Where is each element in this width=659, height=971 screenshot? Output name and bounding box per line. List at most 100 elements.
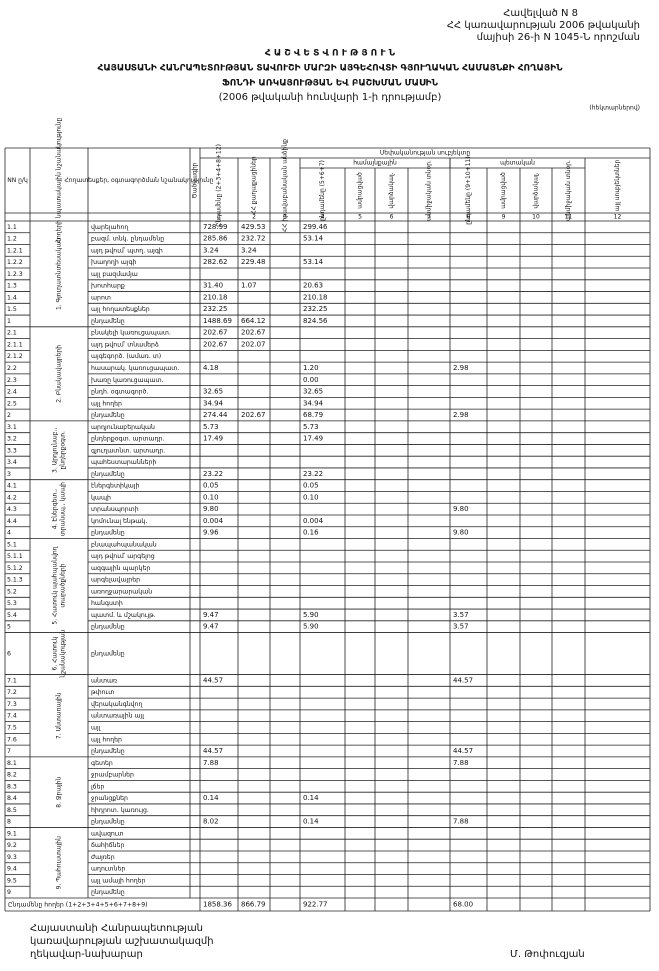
cell-value: 9.47 bbox=[203, 623, 219, 631]
row-name: ճահիճներ bbox=[91, 842, 124, 849]
cell-value: 1488.69 bbox=[203, 317, 232, 325]
row-name: այլ bbox=[91, 724, 101, 731]
row-number: 2.1 bbox=[7, 330, 17, 337]
row-name: ընդհ. օգտագործ. bbox=[91, 389, 148, 396]
row-name: լճեր bbox=[91, 783, 104, 790]
row-number: 5.1.3 bbox=[7, 577, 23, 584]
row-number: 3.4 bbox=[7, 459, 17, 466]
state-header: պետական bbox=[500, 160, 535, 167]
cell-value: 232.25 bbox=[303, 305, 328, 313]
row-name: այդ թվում՝ տնամերձ bbox=[91, 340, 159, 348]
row-number: 4.1 bbox=[7, 483, 17, 490]
signer-name: Մ. Թոփուզյան bbox=[510, 949, 585, 960]
row-number: 1.4 bbox=[7, 294, 17, 301]
owner-header: Սեփականության սուբյեկտը bbox=[380, 150, 470, 157]
row-name: վարելահող bbox=[91, 224, 129, 231]
cell-value: 9.47 bbox=[203, 611, 219, 619]
cell-value: 2.98 bbox=[453, 411, 469, 419]
row-name: ընդամենը bbox=[91, 889, 125, 896]
cell-value: 0.14 bbox=[203, 794, 219, 802]
column-number: 8 bbox=[467, 214, 471, 221]
cell-value: 0.00 bbox=[303, 376, 319, 384]
cell-value: 0.004 bbox=[203, 517, 224, 525]
cell-value: 285.86 bbox=[203, 235, 228, 243]
group-label: 9. Պահուստային bbox=[56, 836, 63, 889]
row-number: 6 bbox=[7, 651, 11, 658]
row-name: էներգետիկայի bbox=[91, 483, 140, 490]
row-number: 2.2 bbox=[7, 365, 17, 372]
row-name: ընդամենը bbox=[91, 624, 125, 631]
row-number: 7.4 bbox=[7, 713, 17, 720]
footer-line: կառավարության աշխատակազմի bbox=[30, 936, 214, 947]
row-number: 7.5 bbox=[7, 724, 17, 731]
cell-value: 34.94 bbox=[303, 399, 324, 407]
row-number: 1.2.1 bbox=[7, 247, 23, 254]
column-header: այլ սուբյեկտներ bbox=[614, 160, 621, 212]
column-header: ՀՀ քաղաքացիներ bbox=[251, 156, 258, 215]
column-header: Հողերի նպատակային նշանակությունը bbox=[56, 117, 63, 243]
annex-line: ՀՀ կառավարության 2006 թվականի bbox=[447, 20, 640, 31]
row-number: 2 bbox=[7, 412, 11, 419]
cell-value: 210.18 bbox=[303, 293, 328, 301]
column-header: ընդամենը (9+10+11) bbox=[465, 156, 472, 224]
doc-subtitle: ՀԱՅԱՍՏԱՆԻ ՀԱՆՐԱՊԵՏՈՒԹՅԱՆ ՏԱՎՈՒՇԻ ՄԱՐԶԻ Ա… bbox=[97, 64, 563, 74]
cell-value: 5.90 bbox=[303, 611, 319, 619]
row-name: ջրամբարներ bbox=[91, 772, 134, 779]
row-number: 2.3 bbox=[7, 377, 17, 384]
cell-value: 68.79 bbox=[303, 411, 323, 419]
doc-title: Հ Ա Շ Վ Ե Տ Վ Ո Ւ Թ Յ Ո Ւ Ն bbox=[265, 49, 396, 59]
cell-value: 7.88 bbox=[203, 759, 219, 767]
cell-value: 0.14 bbox=[303, 818, 319, 826]
cell-value: 0.004 bbox=[303, 517, 324, 525]
row-name: աղուտներ bbox=[91, 866, 125, 873]
row-name: պատմ. և մշակույթ. bbox=[91, 612, 156, 619]
row-number: 2.1.1 bbox=[7, 341, 23, 348]
group-label: ընդերքօգտ. bbox=[60, 431, 67, 469]
column-header: Ծածկագիր bbox=[192, 162, 199, 198]
row-number: 9 bbox=[7, 889, 11, 896]
row-name: տրանսպորտի bbox=[91, 506, 139, 513]
row-number: 7.3 bbox=[7, 701, 17, 708]
row-number: 2.4 bbox=[7, 389, 17, 396]
row-name: ընդամենը bbox=[91, 412, 125, 419]
row-number: 1.2.3 bbox=[7, 271, 23, 278]
row-name: այլ հողեր bbox=[91, 736, 122, 743]
row-name: արդյունաբերական bbox=[91, 424, 155, 431]
cell-value: 31.40 bbox=[203, 282, 223, 290]
row-number: 1.2 bbox=[7, 236, 17, 243]
doc-date: (2006 թվականի հունվարի 1-ի դրությամբ) bbox=[219, 92, 442, 103]
row-number: 1 bbox=[7, 318, 11, 325]
column-header: վարձակալ. bbox=[388, 172, 395, 208]
row-name: հասարակ. կառուցապատ. bbox=[91, 365, 179, 372]
row-number: 3.3 bbox=[7, 447, 17, 454]
row-name: արոտ bbox=[91, 294, 111, 301]
column-header: Ընդամենը (2+3+4+8+12) bbox=[216, 144, 223, 227]
row-number: 1.1 bbox=[7, 224, 17, 231]
row-number: 1.2.2 bbox=[7, 259, 23, 266]
row-name: վերականգնվող bbox=[91, 701, 143, 708]
cell-value: 0.05 bbox=[203, 482, 219, 490]
cell-value: 34.94 bbox=[203, 399, 224, 407]
row-number: 8.4 bbox=[7, 795, 17, 802]
group-label: 8. Ջրային bbox=[56, 776, 63, 807]
cell-value: 3.57 bbox=[453, 623, 469, 631]
cell-value: 429.53 bbox=[241, 223, 266, 231]
column-number: 12 bbox=[614, 214, 622, 221]
annex-line: մայիսի 26-ի N 1045-Ն որոշման bbox=[477, 32, 640, 43]
row-number: 7.1 bbox=[7, 677, 17, 684]
cell-value: 9.80 bbox=[203, 505, 219, 513]
group-label: 6. Հատուկ bbox=[52, 636, 59, 670]
cell-value: 1.20 bbox=[303, 364, 319, 372]
row-number: 4.4 bbox=[7, 518, 17, 525]
row-number: 8.1 bbox=[7, 760, 17, 767]
column-header: ամրացված bbox=[357, 172, 364, 209]
row-name: ջրանցքներ bbox=[91, 795, 128, 802]
row-number: 9.2 bbox=[7, 842, 17, 849]
cell-value: 53.14 bbox=[303, 235, 324, 243]
row-number: 5.4 bbox=[7, 612, 17, 619]
cell-value: 20.63 bbox=[303, 282, 323, 290]
row-name: այլ բազմամյա bbox=[91, 271, 138, 278]
group-label: տրանսպ., կապի bbox=[60, 482, 67, 536]
row-number: 8.3 bbox=[7, 783, 17, 790]
